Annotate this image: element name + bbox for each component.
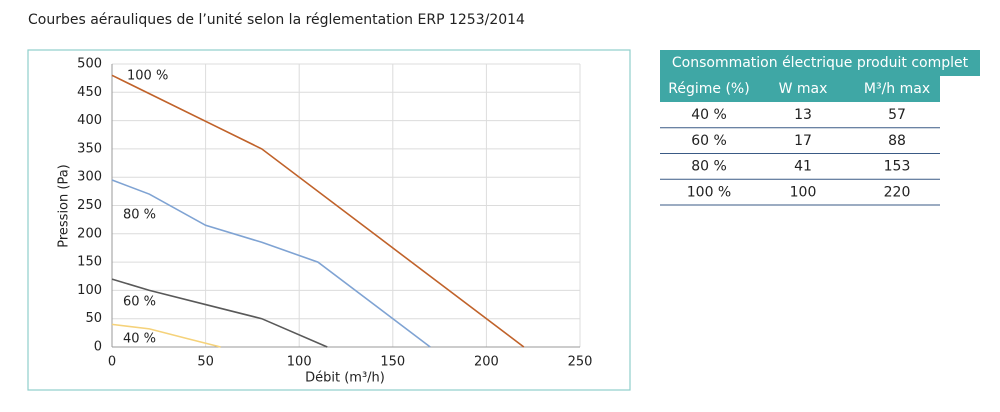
table-cell: 13 [794, 107, 812, 123]
series-line [111, 74, 525, 348]
table-cell: 153 [884, 159, 911, 175]
y-tick-label: 450 [77, 85, 102, 100]
x-tick-label: 0 [108, 355, 116, 370]
series-line [111, 179, 431, 348]
y-tick-label: 250 [77, 198, 102, 213]
y-tick-label: 300 [77, 170, 102, 185]
y-tick-label: 100 [77, 283, 102, 298]
x-tick-label: 100 [287, 355, 312, 370]
table-header-bg [660, 76, 940, 102]
table-title-bg [660, 50, 980, 76]
y-tick-label: 500 [77, 57, 102, 72]
chart-frame [27, 49, 631, 391]
heading: Courbes aérauliques de l’unité selon la … [28, 12, 525, 28]
table-cell: 80 % [691, 159, 727, 175]
y-tick-label: 400 [77, 113, 102, 128]
x-tick-label: 150 [380, 355, 405, 370]
y-tick-label: 50 [85, 311, 102, 326]
y-tick-label: 200 [77, 226, 102, 241]
series-label: 100 % [127, 69, 168, 84]
series-line [111, 278, 328, 348]
y-tick-label: 350 [77, 141, 102, 156]
y-tick-label: 150 [77, 255, 102, 270]
series-label: 40 % [123, 332, 156, 347]
table-cell: 40 % [691, 107, 727, 123]
x-tick-label: 50 [197, 355, 214, 370]
table-cell: 220 [884, 184, 911, 200]
table-cell: 60 % [691, 133, 727, 149]
x-axis-label: Débit (m³/h) [305, 371, 385, 386]
table-cell: 17 [794, 133, 812, 149]
x-tick-label: 200 [474, 355, 499, 370]
table-title: Consommation électrique produit complet [672, 55, 969, 71]
series-line [111, 323, 221, 348]
table-header: Régime (%) [668, 81, 749, 97]
table-cell: 41 [794, 159, 812, 175]
x-tick-label: 250 [568, 355, 593, 370]
table-header: M³/h max [864, 81, 930, 97]
y-tick-label: 0 [94, 340, 102, 355]
table-cell: 100 [790, 184, 817, 200]
y-axis-label: Pression (Pa) [57, 164, 72, 248]
table-cell: 57 [888, 107, 906, 123]
series-label: 80 % [123, 208, 156, 223]
table-cell: 100 % [687, 184, 731, 200]
series-label: 60 % [123, 295, 156, 310]
table-cell: 88 [888, 133, 906, 149]
table-header: W max [779, 81, 828, 97]
